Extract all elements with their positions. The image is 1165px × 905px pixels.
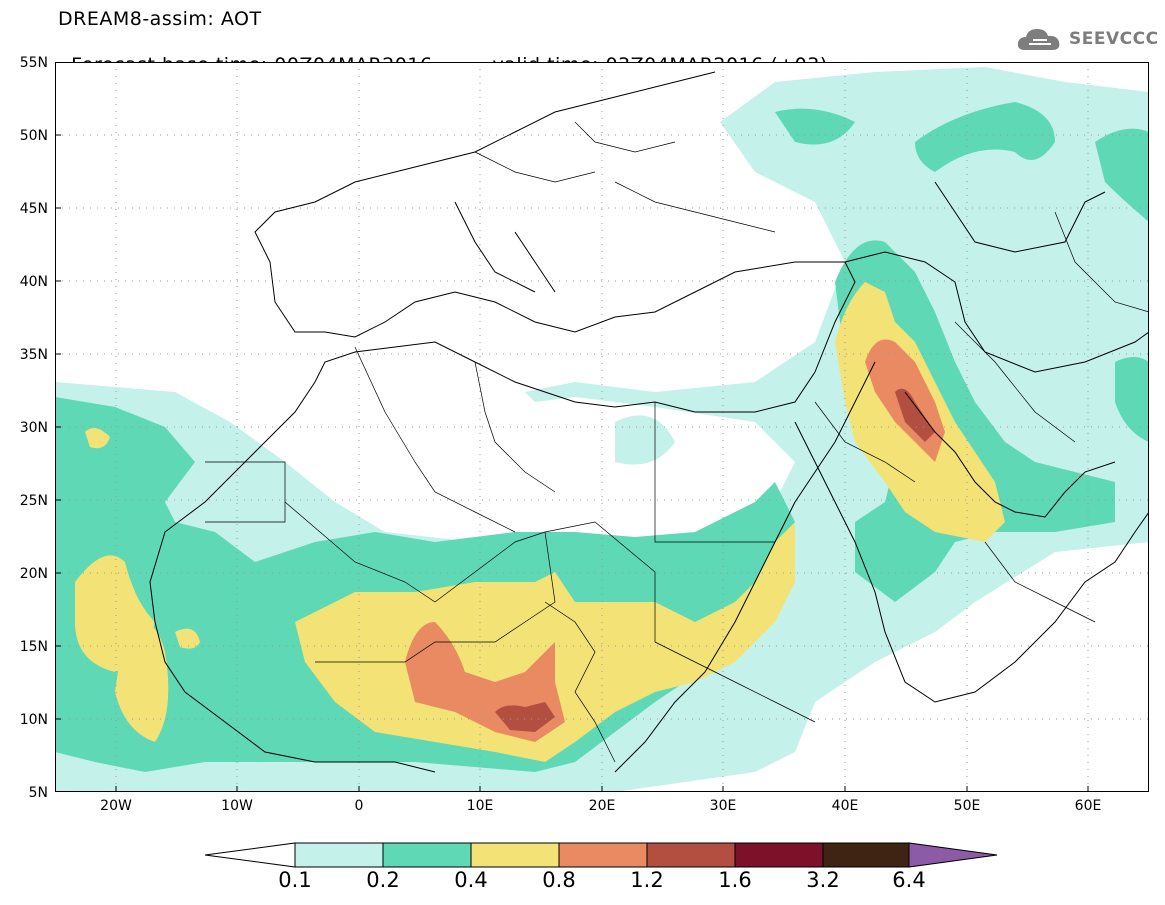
lon-label: 60E <box>1074 798 1102 814</box>
gridlines <box>55 62 1149 792</box>
lat-label: 45N <box>19 201 48 217</box>
lat-label: 10N <box>19 712 48 728</box>
colorbar-label: 1.2 <box>630 868 664 892</box>
colorbar-label: 0.1 <box>278 868 312 892</box>
lon-label: 10E <box>466 798 494 814</box>
lat-label: 20N <box>19 566 48 582</box>
colorbar-under-arrow <box>205 842 296 868</box>
colorbar-bin <box>646 842 736 868</box>
lat-label: 35N <box>19 347 48 363</box>
colorbar-bin <box>294 842 384 868</box>
lat-label: 5N <box>28 785 48 801</box>
colorbar-label: 6.4 <box>892 868 926 892</box>
lat-label: 50N <box>19 128 48 144</box>
colorbar-label: 0.4 <box>454 868 488 892</box>
colorbar-label: 0.8 <box>542 868 576 892</box>
axis-ticks <box>55 134 1089 792</box>
lon-label: 50E <box>953 798 981 814</box>
colorbar-bin <box>558 842 648 868</box>
lat-label: 55N <box>19 55 48 71</box>
lat-label: 40N <box>19 274 48 290</box>
colorbar-bin <box>382 842 472 868</box>
lon-label: 20W <box>100 798 132 814</box>
aot-map <box>55 62 1149 792</box>
colorbar-over-arrow <box>908 842 998 868</box>
lon-label: 40E <box>831 798 859 814</box>
map-title: DREAM8-assim: AOT <box>58 8 262 30</box>
lon-label: 20E <box>588 798 616 814</box>
colorbar-bin <box>822 842 910 868</box>
colorbar-label: 1.6 <box>718 868 752 892</box>
cloud-logo-icon <box>1017 29 1060 50</box>
lat-label: 30N <box>19 420 48 436</box>
colorbar-label: 0.2 <box>366 868 400 892</box>
logo-text: SEEVCCC <box>1069 29 1159 49</box>
colorbar-bin <box>470 842 560 868</box>
lon-label: 30E <box>709 798 737 814</box>
colorbar <box>205 842 998 868</box>
lat-label: 15N <box>19 639 48 655</box>
colorbar-bin <box>734 842 824 868</box>
colorbar-label: 3.2 <box>806 868 840 892</box>
aot-field <box>55 67 1149 792</box>
lon-label: 0 <box>354 798 364 814</box>
seevccc-logo: SEEVCCC <box>1015 24 1159 54</box>
country-borders <box>205 121 1149 763</box>
lon-label: 10W <box>221 798 253 814</box>
lat-label: 25N <box>19 493 48 509</box>
